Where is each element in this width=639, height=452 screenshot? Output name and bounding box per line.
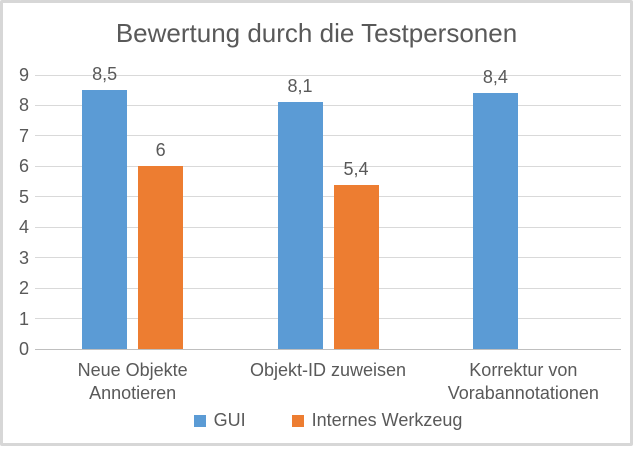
legend-swatch-icon [291,414,304,427]
gridline [35,74,621,76]
x-axis-line [35,348,621,350]
x-axis-category-label: Neue Objekte Annotieren [77,360,188,403]
bar-chart: Bewertung durch die Testpersonen 0 1 2 3 4 5 6… [0,0,633,446]
legend-item: Internes Werkzeug [291,410,463,431]
y-axis-tick-label: 8 [18,95,29,116]
bar-value-label: 8,1 [287,76,313,97]
y-axis-tick-label: 1 [18,308,29,329]
gridline [35,226,621,228]
bar-value-label: 8,4 [482,67,508,88]
chart-title: Bewertung durch die Testpersonen [115,18,518,48]
x-axis-category-label: Korrektur von Vorabannotationen [447,360,599,403]
gridline [35,287,621,289]
y-axis-tick-label: 5 [18,186,29,207]
gridline [35,135,621,137]
bar-value-label: 8,5 [92,64,118,85]
y-axis-tick-label: 9 [18,65,29,85]
gridline [35,257,621,259]
y-axis-tick-label: 0 [18,339,29,359]
x-axis-category-label: Objekt-ID zuweisen [249,360,407,380]
gridline [35,196,621,198]
y-axis-tick-label: 3 [18,247,29,268]
bar-value-label: 6 [155,140,166,161]
bar-gui [472,93,518,349]
plot-area: 0 1 2 3 4 5 6 7 8 9 8,5 6 8,1 5,4 8,4 [19,64,621,359]
legend-label: Internes Werkzeug [311,410,463,430]
y-axis-tick-label: 7 [18,125,29,146]
y-axis-tick-label: 2 [18,278,29,299]
gridline [35,165,621,167]
gridline [35,104,621,106]
bar-internes-werkzeug [138,166,184,349]
legend-item: GUI [193,410,246,431]
gridline [35,318,621,320]
bar-value-label: 5,4 [343,158,369,179]
legend-swatch-icon [193,414,206,427]
y-axis-tick-label: 6 [18,156,29,177]
chart-legend: GUI Internes Werkzeug [35,410,621,431]
y-axis-tick-label: 4 [18,217,29,238]
legend-label: GUI [213,410,246,430]
bar-gui [277,102,323,349]
bar-gui [82,90,128,349]
bar-internes-werkzeug [333,184,379,349]
